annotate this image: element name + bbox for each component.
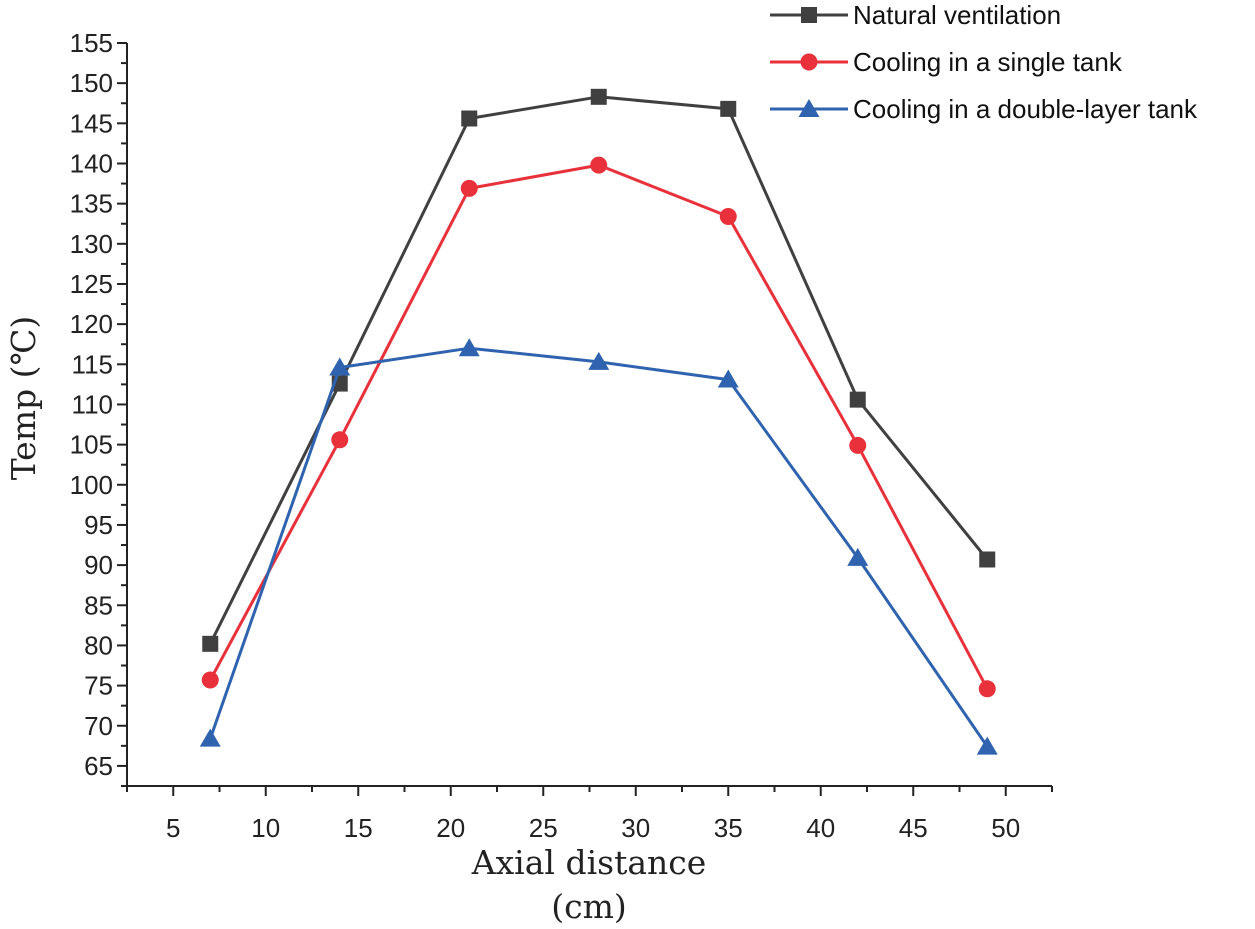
legend-label: Cooling in a single tank <box>853 47 1123 77</box>
data-point <box>849 436 867 454</box>
data-point <box>590 88 607 105</box>
data-point <box>458 338 480 357</box>
data-point <box>202 635 219 652</box>
y-tick-label: 100 <box>70 470 113 500</box>
x-tick-label: 10 <box>251 813 280 843</box>
data-point <box>199 728 221 747</box>
y-tick-label: 125 <box>70 269 113 299</box>
y-tick-label: 105 <box>70 430 113 460</box>
axes: 6570758085909510010511011512012513013514… <box>70 28 1053 843</box>
series-layer <box>199 88 998 755</box>
data-point <box>201 671 219 689</box>
legend: Natural ventilation Cooling in a single t… <box>770 0 1198 124</box>
data-point <box>329 357 351 376</box>
legend-marker <box>798 99 820 117</box>
y-tick-label: 90 <box>84 550 113 580</box>
y-tick-label: 120 <box>70 309 113 339</box>
x-tick-label: 25 <box>529 813 558 843</box>
data-point <box>461 110 478 127</box>
y-tick-label: 145 <box>70 108 113 138</box>
data-point <box>976 736 998 755</box>
y-tick-label: 135 <box>70 189 113 219</box>
y-tick-label: 65 <box>84 751 113 781</box>
x-tick-label: 5 <box>166 813 180 843</box>
y-tick-label: 80 <box>84 630 113 660</box>
y-tick-label: 110 <box>72 389 113 419</box>
x-axis-unit: (cm) <box>551 887 627 926</box>
data-point <box>979 551 996 568</box>
y-tick-label: 85 <box>84 590 113 620</box>
data-point <box>588 351 610 370</box>
x-axis-title: Axial distance <box>471 843 707 882</box>
y-tick-label: 150 <box>70 68 113 98</box>
y-tick-label: 140 <box>70 148 113 178</box>
x-tick-label: 50 <box>991 813 1020 843</box>
data-point <box>978 680 996 698</box>
series-line <box>208 95 989 645</box>
y-tick-label: 70 <box>84 711 113 741</box>
x-tick-label: 15 <box>344 813 373 843</box>
y-tick-label: 115 <box>72 349 113 379</box>
data-point <box>460 179 478 197</box>
series-line <box>208 163 989 690</box>
data-point <box>720 100 737 117</box>
data-point <box>331 431 349 449</box>
series-2 <box>201 156 996 698</box>
legend-label: Cooling in a double-layer tank <box>853 94 1198 124</box>
series-line <box>208 346 989 748</box>
legend-label: Natural ventilation <box>853 0 1061 30</box>
x-tick-label: 20 <box>436 813 465 843</box>
x-tick-label: 30 <box>621 813 650 843</box>
y-axis-title: Temp (℃) <box>4 316 43 481</box>
data-point <box>719 208 737 226</box>
y-tick-label: 75 <box>84 671 113 701</box>
x-tick-label: 35 <box>714 813 743 843</box>
x-tick-label: 40 <box>806 813 835 843</box>
y-tick-label: 130 <box>70 229 113 259</box>
x-tick-label: 45 <box>899 813 928 843</box>
data-point <box>849 391 866 408</box>
series-1 <box>202 88 996 652</box>
legend-item: Cooling in a single tank <box>770 47 1123 77</box>
data-point <box>847 547 869 566</box>
legend-marker <box>801 7 817 23</box>
y-tick-label: 155 <box>70 28 113 58</box>
data-point <box>717 369 739 388</box>
legend-item: Cooling in a double-layer tank <box>770 94 1198 124</box>
series-3 <box>199 338 998 755</box>
legend-marker <box>800 53 818 71</box>
y-tick-label: 95 <box>84 510 113 540</box>
data-point <box>590 156 608 174</box>
legend-item: Natural ventilation <box>770 0 1061 30</box>
